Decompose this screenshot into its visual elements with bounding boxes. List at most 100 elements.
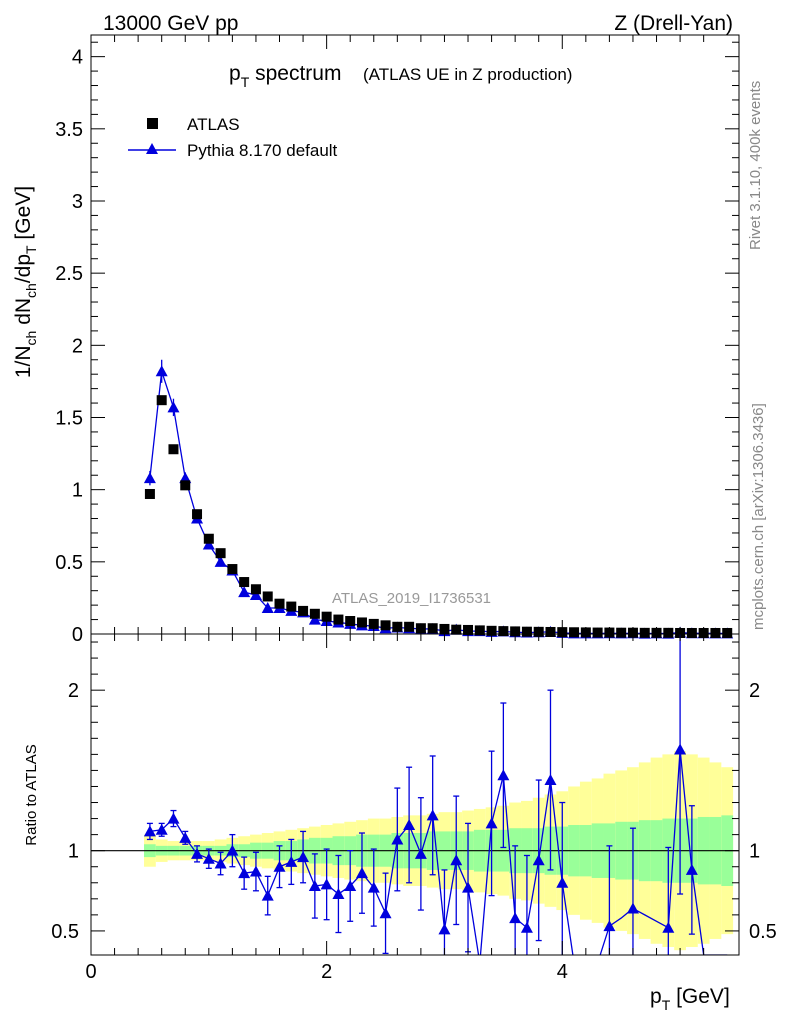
- data-point: [722, 627, 733, 638]
- ratio-point: [143, 825, 156, 837]
- ratio-y-tick-label: 0.5: [51, 921, 79, 943]
- ratio-point: [414, 847, 427, 859]
- data-point: [345, 616, 356, 627]
- mc-point: [214, 555, 227, 567]
- data-point: [380, 620, 391, 631]
- ratio-ylabel: Ratio to ATLAS: [23, 744, 40, 845]
- data-point: [404, 621, 415, 632]
- data-point: [286, 601, 297, 612]
- ratio-point: [438, 923, 451, 935]
- data-point: [498, 626, 509, 637]
- data-point: [309, 608, 320, 619]
- title-rest: spectrum: [249, 62, 341, 85]
- ratio-point: [261, 889, 274, 901]
- ratio-point: [202, 852, 215, 864]
- mc-point: [238, 586, 251, 598]
- data-point: [545, 626, 556, 637]
- ratio-point: [450, 854, 463, 866]
- ratio-point: [332, 888, 345, 900]
- ratio-point: [226, 844, 239, 856]
- data-point: [356, 617, 367, 628]
- x-tick-label: 0: [85, 961, 96, 983]
- ratio-point: [367, 881, 380, 893]
- ratio-point: [497, 769, 510, 781]
- ratio-point: [320, 878, 333, 890]
- mcplots-label: mcplots.cern.ch [arXiv:1306.3436]: [750, 403, 767, 630]
- ratio-point: [556, 876, 569, 888]
- data-point: [427, 623, 438, 634]
- ratio-xlabel: pT [GeV]: [650, 985, 730, 1013]
- y-tick-label: 0.5: [55, 552, 83, 574]
- ratio-point: [285, 855, 298, 867]
- data-point: [144, 488, 155, 499]
- ratio-y-tick-label-right: 0.5: [749, 921, 777, 943]
- ratio-point: [308, 879, 321, 891]
- ratio-frame: [90, 633, 740, 956]
- ratio-y-tick-label-right: 2: [749, 680, 760, 702]
- data-point: [298, 605, 309, 616]
- title-main: p: [229, 62, 241, 85]
- data-point: [392, 621, 403, 632]
- analysis-watermark: ATLAS_2019_I1736531: [332, 590, 491, 607]
- ratio-point: [249, 865, 262, 877]
- mc-point: [155, 365, 168, 377]
- rivet-label: Rivet 3.1.10, 400k events: [747, 81, 764, 250]
- data-point: [663, 627, 674, 638]
- ratio-point: [485, 817, 498, 829]
- ratio-point: [273, 860, 286, 872]
- legend: ATLAS Pythia 8.170 default: [128, 115, 338, 160]
- data-point: [333, 614, 344, 625]
- ratio-point: [191, 847, 204, 859]
- data-point: [239, 577, 250, 588]
- ratio-point: [685, 863, 698, 875]
- main-panel: 0 0.5 1 1.5 2 2.5 3 3.5 4 pT spectrum (ATLAS UE …: [12, 34, 740, 646]
- mc-point: [249, 589, 262, 601]
- ratio-y-tick-label-right: 1: [749, 841, 760, 863]
- y-tick-label: 2: [72, 335, 83, 357]
- y-tick-label: 1: [72, 480, 83, 502]
- ratio-point: [155, 823, 168, 835]
- ratio-point: [544, 774, 557, 786]
- x-tick-label: 2: [321, 961, 332, 983]
- y-tick-label: 3.5: [55, 119, 83, 141]
- y-tick-label: 3: [72, 191, 83, 213]
- data-point: [156, 395, 167, 406]
- mc-point: [143, 472, 156, 484]
- ratio-point: [214, 857, 227, 869]
- main-ylabel: 1/Nch dNch/dpT [GeV]: [12, 186, 39, 378]
- data-point: [168, 444, 179, 455]
- ratio-point: [662, 921, 675, 933]
- data-point: [616, 627, 627, 638]
- data-point: [321, 611, 332, 622]
- legend-label-pythia: Pythia 8.170 default: [187, 141, 338, 160]
- data-point: [451, 624, 462, 635]
- ratio-point: [238, 867, 251, 879]
- ratio-point: [355, 867, 368, 879]
- ratio-point: [297, 851, 310, 863]
- data-point: [521, 626, 532, 637]
- ratio-point: [167, 812, 180, 824]
- data-point: [192, 509, 203, 520]
- data-point: [215, 548, 226, 559]
- data-point: [180, 480, 191, 491]
- header-right: Z (Drell-Yan): [614, 12, 733, 35]
- ratio-point: [344, 879, 357, 891]
- data-point: [710, 627, 721, 638]
- ratio-point: [179, 831, 192, 843]
- data-point: [227, 564, 238, 575]
- ratio-point: [532, 854, 545, 866]
- ratio-point: [462, 881, 475, 893]
- data-point: [686, 627, 697, 638]
- ratio-point: [603, 920, 616, 932]
- ratio-point: [626, 902, 639, 914]
- ratio-point: [509, 912, 522, 924]
- ratio-point: [391, 833, 404, 845]
- ratio-y-tick-label: 1: [68, 841, 79, 863]
- mc-point: [202, 538, 215, 550]
- legend-marker-pythia: [146, 143, 158, 154]
- data-point: [474, 625, 485, 636]
- data-point: [592, 627, 603, 638]
- data-point: [203, 533, 214, 544]
- ratio-point: [379, 907, 392, 919]
